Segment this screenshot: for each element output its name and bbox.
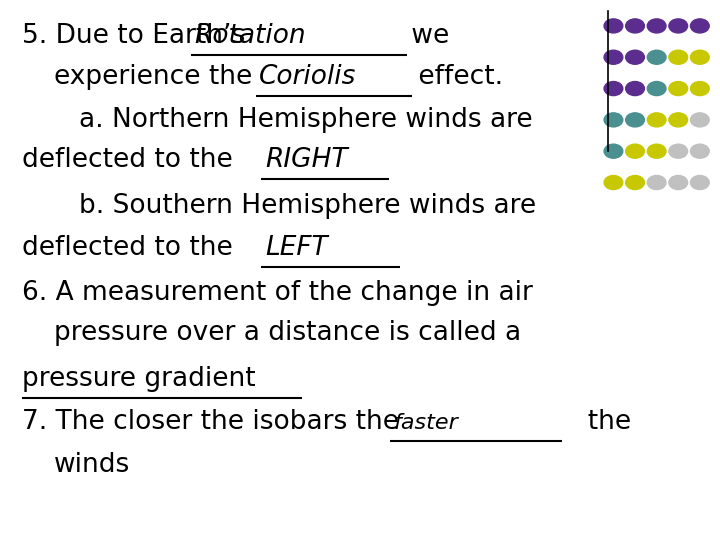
Text: b. Southern Hemisphere winds are: b. Southern Hemisphere winds are	[79, 193, 536, 219]
Circle shape	[669, 50, 688, 64]
Circle shape	[626, 19, 644, 33]
Circle shape	[669, 113, 688, 127]
Circle shape	[647, 82, 666, 96]
Circle shape	[626, 82, 644, 96]
Circle shape	[690, 176, 709, 190]
Circle shape	[690, 82, 709, 96]
Circle shape	[647, 113, 666, 127]
Circle shape	[690, 19, 709, 33]
Text: deflected to the: deflected to the	[22, 147, 240, 173]
Text: winds: winds	[54, 453, 130, 478]
Text: 7. The closer the isobars the: 7. The closer the isobars the	[22, 409, 407, 435]
Text: effect.: effect.	[410, 64, 503, 90]
Text: faster: faster	[393, 413, 458, 433]
Circle shape	[647, 50, 666, 64]
Circle shape	[647, 19, 666, 33]
Circle shape	[626, 144, 644, 158]
Circle shape	[626, 50, 644, 64]
Circle shape	[669, 82, 688, 96]
Circle shape	[647, 144, 666, 158]
Circle shape	[669, 176, 688, 190]
Text: a. Northern Hemisphere winds are: a. Northern Hemisphere winds are	[79, 107, 533, 133]
Circle shape	[669, 144, 688, 158]
Circle shape	[647, 176, 666, 190]
Text: LEFT: LEFT	[265, 235, 328, 261]
Circle shape	[626, 113, 644, 127]
Circle shape	[604, 82, 623, 96]
Text: 5. Due to Earth’s: 5. Due to Earth’s	[22, 23, 253, 49]
Text: Rotation: Rotation	[194, 23, 306, 49]
Text: we: we	[403, 23, 449, 49]
Text: the: the	[504, 409, 631, 435]
Circle shape	[626, 176, 644, 190]
Circle shape	[604, 176, 623, 190]
Text: pressure over a distance is called a: pressure over a distance is called a	[54, 320, 521, 346]
Circle shape	[690, 50, 709, 64]
Text: Coriolis: Coriolis	[259, 64, 356, 90]
Text: pressure gradient: pressure gradient	[22, 366, 255, 392]
Circle shape	[669, 19, 688, 33]
Text: 6. A measurement of the change in air: 6. A measurement of the change in air	[22, 280, 533, 306]
Circle shape	[604, 113, 623, 127]
Circle shape	[604, 144, 623, 158]
Circle shape	[690, 113, 709, 127]
Text: deflected to the: deflected to the	[22, 235, 240, 261]
Text: RIGHT: RIGHT	[265, 147, 348, 173]
Circle shape	[604, 19, 623, 33]
Circle shape	[690, 144, 709, 158]
Text: experience the: experience the	[54, 64, 261, 90]
Circle shape	[604, 50, 623, 64]
